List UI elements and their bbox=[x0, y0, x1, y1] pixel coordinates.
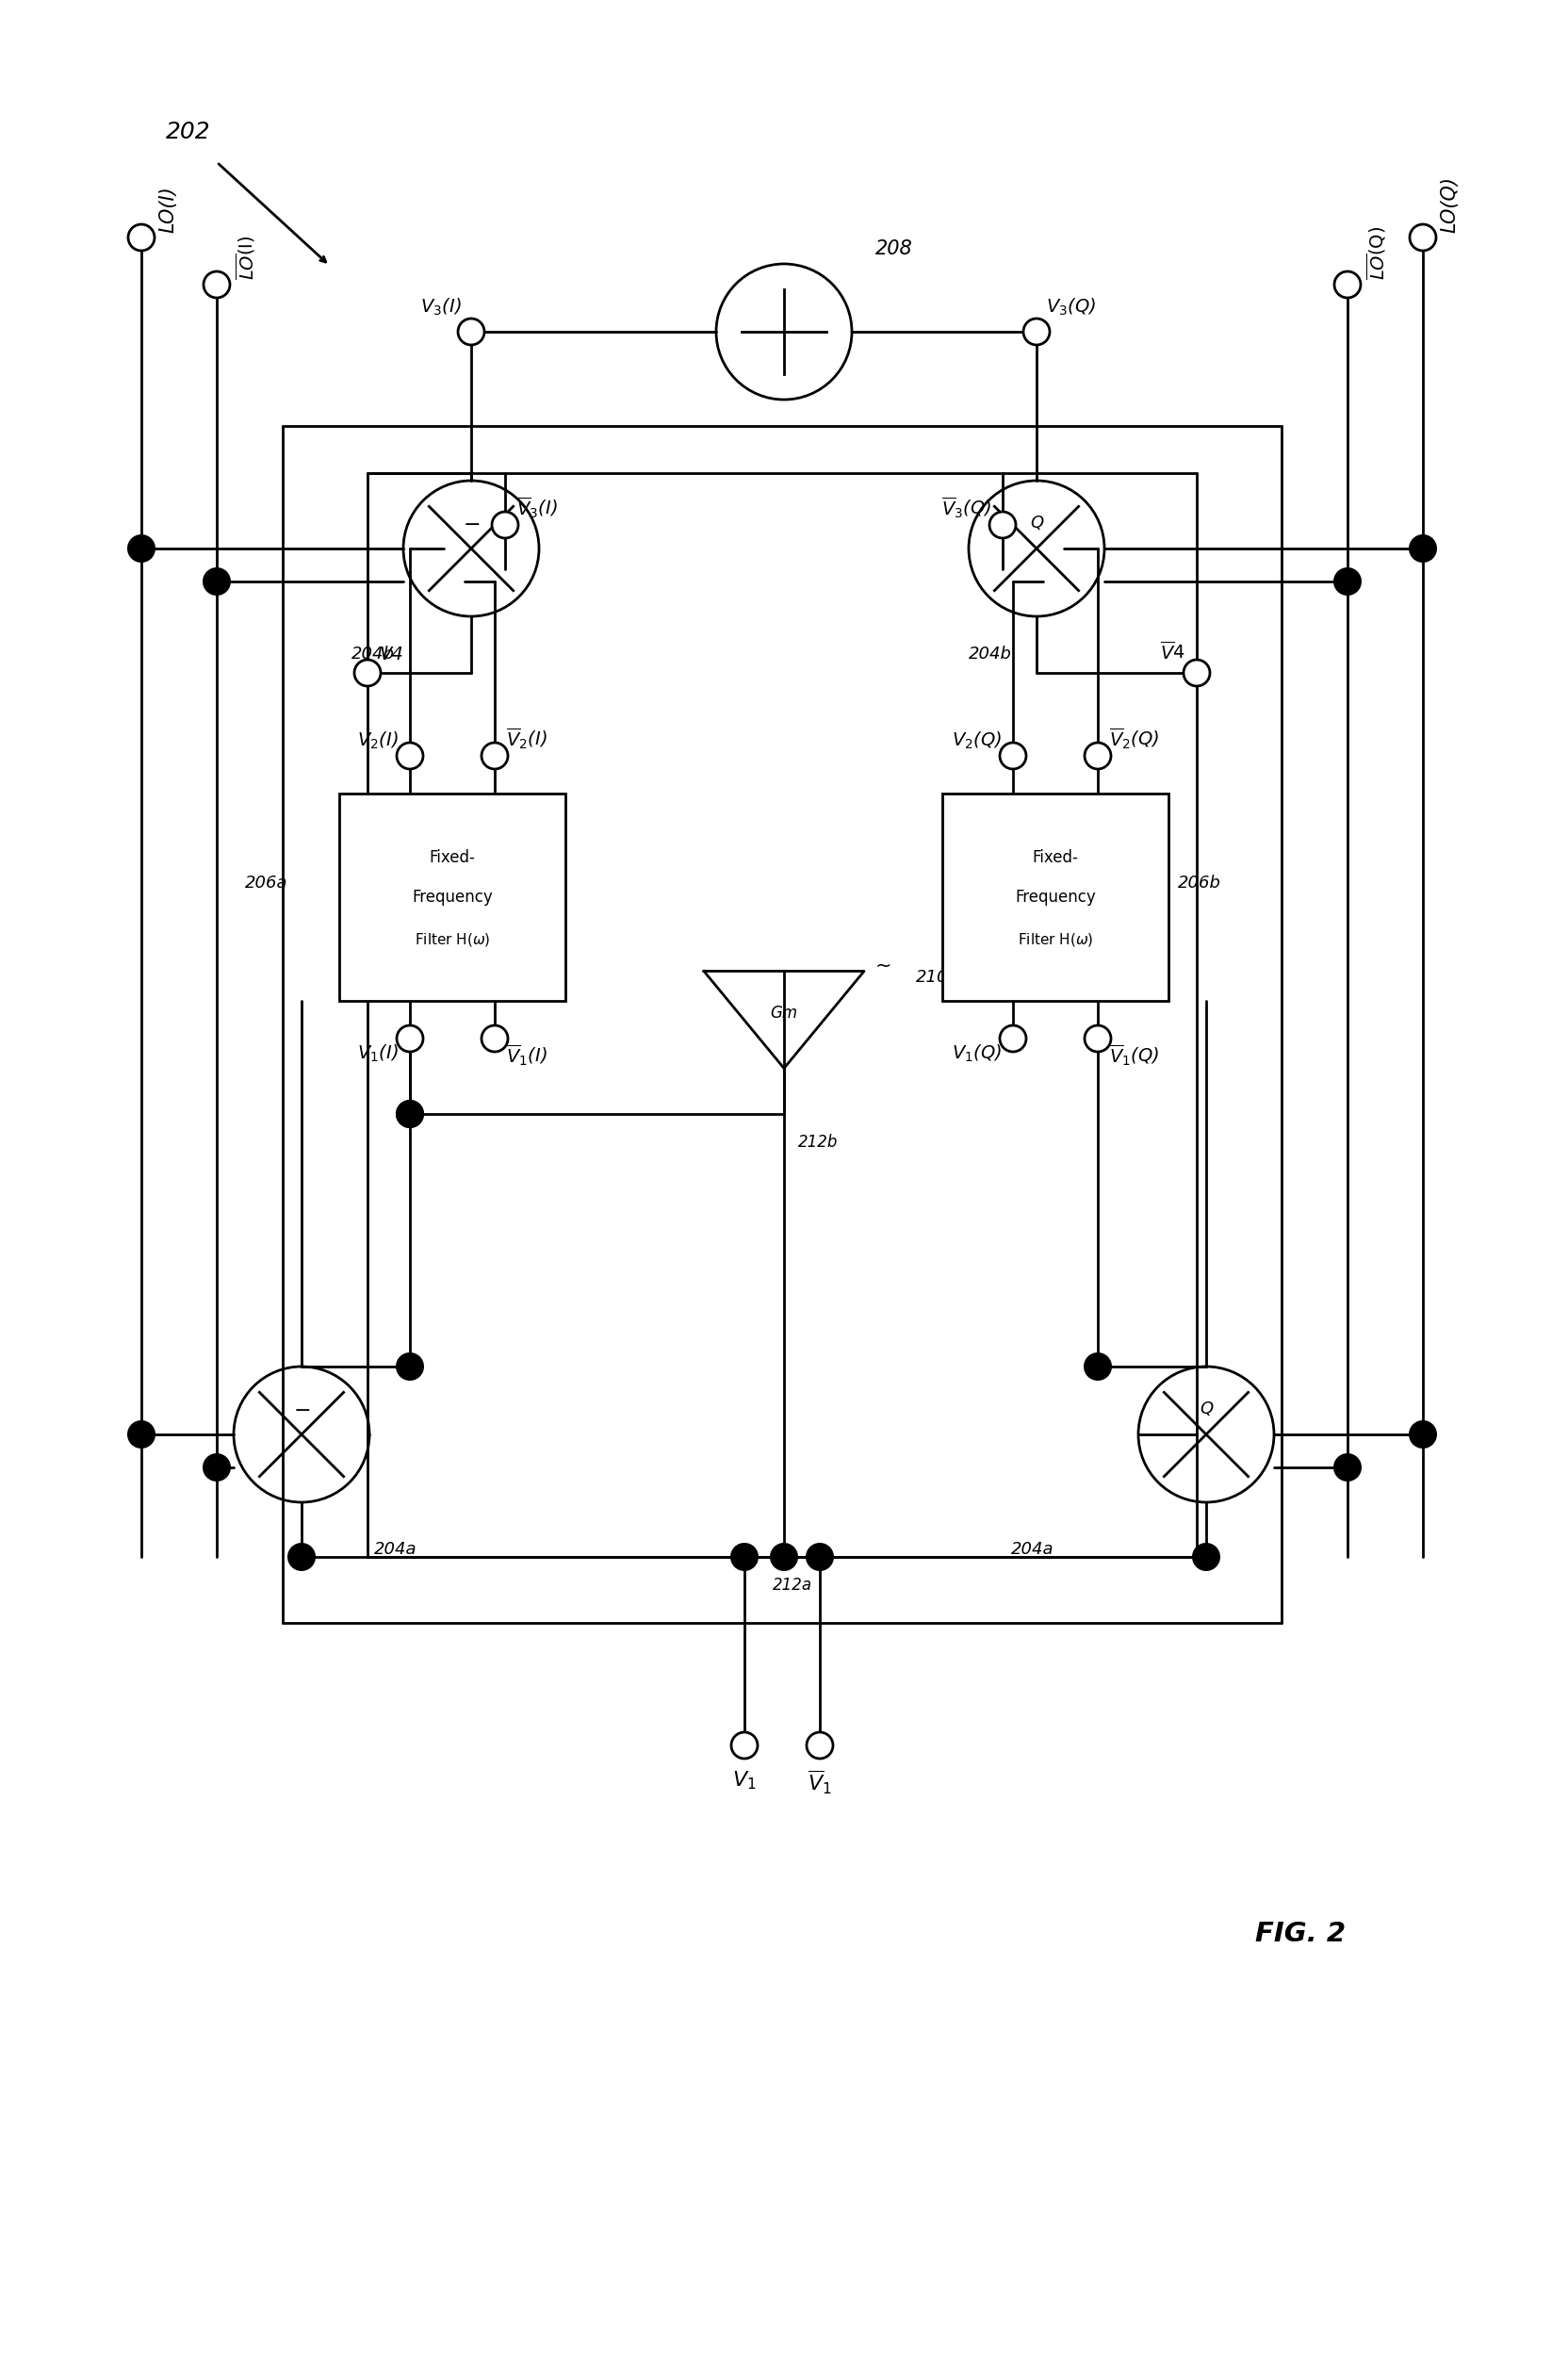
Text: 204b: 204b bbox=[969, 646, 1011, 663]
Circle shape bbox=[481, 1026, 508, 1052]
Circle shape bbox=[989, 512, 1016, 538]
Text: Filter H($\omega$): Filter H($\omega$) bbox=[1018, 931, 1093, 948]
Text: $\overline{V}_1$(Q): $\overline{V}_1$(Q) bbox=[1109, 1042, 1159, 1068]
Circle shape bbox=[770, 1542, 798, 1570]
Text: Fixed-: Fixed- bbox=[430, 849, 475, 865]
Text: $\overline{V}_2$(Q): $\overline{V}_2$(Q) bbox=[1109, 726, 1159, 752]
Text: 204b: 204b bbox=[351, 646, 395, 663]
Circle shape bbox=[202, 568, 230, 597]
Text: V$_2$(I): V$_2$(I) bbox=[358, 731, 398, 752]
Circle shape bbox=[1334, 271, 1361, 297]
Text: Q: Q bbox=[1200, 1401, 1212, 1417]
Circle shape bbox=[458, 318, 485, 344]
Text: ~: ~ bbox=[875, 955, 892, 974]
Circle shape bbox=[395, 1099, 423, 1127]
Circle shape bbox=[1083, 1353, 1112, 1382]
Circle shape bbox=[204, 271, 230, 297]
Text: 212b: 212b bbox=[798, 1134, 837, 1151]
Text: Fixed-: Fixed- bbox=[1032, 849, 1079, 865]
Circle shape bbox=[1000, 743, 1025, 769]
Circle shape bbox=[395, 1099, 423, 1127]
Text: V$_2$(Q): V$_2$(Q) bbox=[952, 731, 1002, 752]
Circle shape bbox=[1085, 743, 1112, 769]
Circle shape bbox=[354, 660, 381, 686]
Text: V4: V4 bbox=[379, 646, 403, 663]
Text: $\overline{LO}$(I): $\overline{LO}$(I) bbox=[234, 236, 257, 281]
Circle shape bbox=[397, 743, 423, 769]
Text: V$_1$(Q): V$_1$(Q) bbox=[952, 1042, 1002, 1063]
Circle shape bbox=[1410, 224, 1436, 250]
Circle shape bbox=[1085, 1026, 1112, 1052]
Text: $\overline{V}_1$(I): $\overline{V}_1$(I) bbox=[506, 1042, 547, 1068]
Text: 208: 208 bbox=[875, 241, 913, 259]
Bar bbox=[942, 795, 1168, 1000]
Text: 212a: 212a bbox=[773, 1578, 812, 1594]
Text: $\overline{V}4$: $\overline{V}4$ bbox=[1160, 641, 1185, 663]
Circle shape bbox=[397, 1026, 423, 1052]
Text: Q: Q bbox=[1030, 514, 1043, 531]
Circle shape bbox=[806, 1733, 833, 1759]
Text: FIG. 2: FIG. 2 bbox=[1254, 1922, 1345, 1948]
Text: $-$: $-$ bbox=[463, 514, 480, 533]
Circle shape bbox=[395, 1353, 423, 1382]
Circle shape bbox=[1408, 1420, 1436, 1448]
Circle shape bbox=[129, 224, 155, 250]
Circle shape bbox=[731, 1542, 759, 1570]
Circle shape bbox=[1184, 660, 1210, 686]
Circle shape bbox=[287, 1542, 315, 1570]
Text: Gm: Gm bbox=[770, 1005, 798, 1021]
Circle shape bbox=[731, 1733, 757, 1759]
Text: 206a: 206a bbox=[245, 875, 289, 891]
Text: 202: 202 bbox=[166, 120, 212, 144]
Circle shape bbox=[481, 743, 508, 769]
Text: $\overline{V}_3$(I): $\overline{V}_3$(I) bbox=[516, 495, 558, 521]
Circle shape bbox=[1333, 568, 1361, 597]
Text: LO(Q): LO(Q) bbox=[1439, 177, 1458, 233]
Bar bbox=[339, 795, 566, 1000]
Circle shape bbox=[1192, 1542, 1220, 1570]
Text: V$_1$(I): V$_1$(I) bbox=[358, 1042, 398, 1063]
Text: Filter H($\omega$): Filter H($\omega$) bbox=[414, 931, 491, 948]
Circle shape bbox=[1333, 1453, 1361, 1481]
Circle shape bbox=[202, 1453, 230, 1481]
Circle shape bbox=[1408, 535, 1436, 564]
Circle shape bbox=[806, 1542, 834, 1570]
Circle shape bbox=[492, 512, 519, 538]
Text: $-$: $-$ bbox=[293, 1398, 310, 1417]
Text: 204a: 204a bbox=[1011, 1540, 1054, 1559]
Text: V$_1$: V$_1$ bbox=[732, 1768, 757, 1792]
Circle shape bbox=[127, 1420, 155, 1448]
Text: $\overline{V}_3$(Q): $\overline{V}_3$(Q) bbox=[941, 495, 991, 521]
Text: V$_3$(Q): V$_3$(Q) bbox=[1046, 297, 1096, 318]
Circle shape bbox=[1000, 1026, 1025, 1052]
Text: LO(I): LO(I) bbox=[158, 186, 177, 233]
Text: $\overline{V}_2$(I): $\overline{V}_2$(I) bbox=[506, 726, 547, 752]
Text: Frequency: Frequency bbox=[412, 889, 492, 905]
Text: $\overline{LO}$(Q): $\overline{LO}$(Q) bbox=[1364, 226, 1388, 281]
Text: 210: 210 bbox=[916, 969, 949, 986]
Circle shape bbox=[1024, 318, 1049, 344]
Text: Frequency: Frequency bbox=[1014, 889, 1096, 905]
Text: $\overline{V}_1$: $\overline{V}_1$ bbox=[808, 1768, 833, 1797]
Text: 204a: 204a bbox=[375, 1540, 417, 1559]
Circle shape bbox=[127, 535, 155, 564]
Text: 206b: 206b bbox=[1178, 875, 1221, 891]
Text: V$_3$(I): V$_3$(I) bbox=[420, 297, 461, 318]
